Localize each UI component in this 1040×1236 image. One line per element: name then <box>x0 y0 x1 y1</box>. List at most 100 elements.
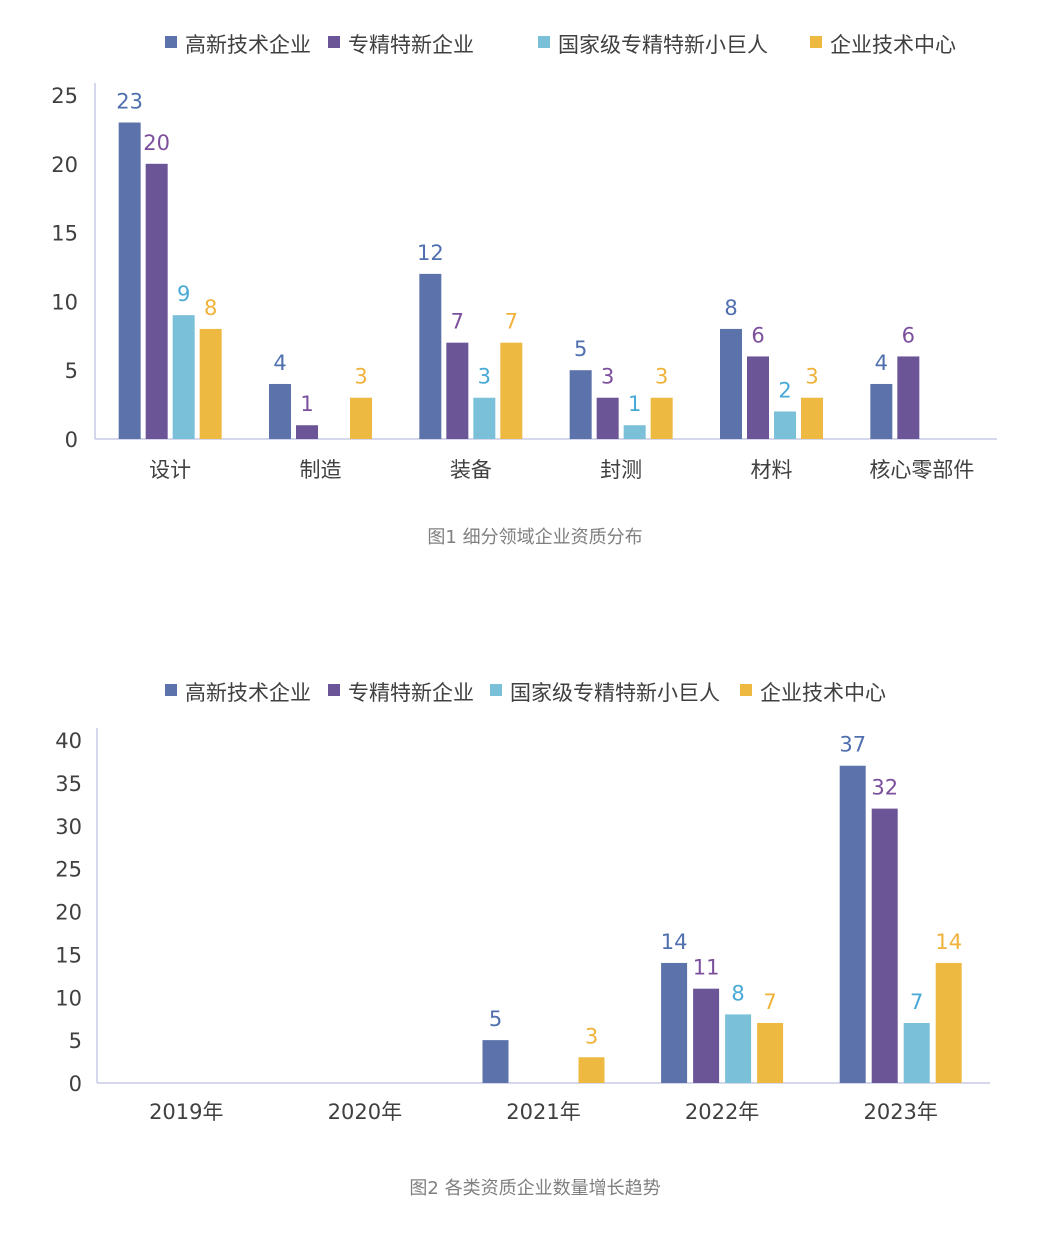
chart-2-y-tick-3: 15 <box>55 943 82 967</box>
chart-1-data-label-2-1: 4 <box>273 351 286 375</box>
chart-1-data-label-1-1: 23 <box>116 90 143 114</box>
chart-2-data-label-5-1: 37 <box>839 733 866 757</box>
chart-1-bar-4-3 <box>623 425 646 439</box>
chart-1-data-label-1-3: 9 <box>177 282 190 306</box>
chart-2-bar-3-4 <box>578 1057 605 1083</box>
chart-1-data-label-6-2: 6 <box>902 323 915 347</box>
chart-1-legend-label-1: 高新技术企业 <box>185 33 311 57</box>
chart-1-data-label-6-1: 4 <box>875 351 888 375</box>
chart-2-legend-swatch-3 <box>490 684 502 696</box>
chart-1-bar-2-1 <box>269 383 291 439</box>
chart-2-data-label-4-2: 11 <box>693 956 720 980</box>
chart-1-data-label-3-3: 3 <box>478 365 491 389</box>
chart-1-x-tick-5: 材料 <box>751 458 793 482</box>
chart-2-bar-3-1 <box>482 1040 509 1083</box>
chart-2-bar-4-4 <box>757 1022 784 1083</box>
chart-1-bar-1-4 <box>199 328 222 439</box>
chart-1-data-label-4-2: 3 <box>601 365 614 389</box>
chart-1-data-label-3-1: 12 <box>417 241 444 265</box>
chart-1-data-label-4-1: 5 <box>574 337 587 361</box>
chart-1-bar-1-2 <box>145 163 168 440</box>
chart-1-legend-swatch-2 <box>328 36 340 48</box>
chart-2-bar-5-4 <box>935 962 962 1083</box>
chart-2-x-tick-3: 2021年 <box>506 1100 580 1124</box>
chart-2-y-tick-7: 35 <box>55 772 82 796</box>
chart-2-data-label-4-3: 8 <box>731 981 744 1005</box>
chart-1-x-tick-6: 核心零部件 <box>869 458 974 482</box>
chart-1-data-label-2-4: 3 <box>354 365 367 389</box>
chart-1-y-tick-4: 20 <box>51 153 78 177</box>
chart-1-bar-3-1 <box>419 273 442 439</box>
chart-2-caption: 图2 各类资质企业数量增长趋势 <box>409 1178 660 1199</box>
chart-1-bar-4-1 <box>569 370 592 439</box>
chart-1-data-label-4-4: 3 <box>655 365 668 389</box>
chart-2-svg: 高新技术企业 专精特新企业 国家级专精特新小巨人 企业技术中心 0 5 10 15 20 25 30… <box>55 681 990 1199</box>
chart-1-y-tick-5: 25 <box>51 84 78 108</box>
chart-1-bar-3-4 <box>500 342 523 439</box>
chart-1-data-label-5-4: 3 <box>805 365 818 389</box>
chart-2-y-tick-8: 40 <box>55 729 82 753</box>
chart-2-y-tick-6: 30 <box>55 815 82 839</box>
chart-1-bar-5-3 <box>774 411 796 439</box>
chart-2-legend-swatch-2 <box>328 684 340 696</box>
chart-1-legend-swatch-3 <box>538 36 550 48</box>
chart-2-legend-label-2: 专精特新企业 <box>348 681 474 705</box>
chart-2-legend-swatch-4 <box>740 684 752 696</box>
chart-2-data-label-3-4: 3 <box>585 1024 598 1048</box>
chart-2-bar-4-3 <box>725 1014 752 1083</box>
chart-figure-2: 高新技术企业 专精特新企业 国家级专精特新小巨人 企业技术中心 0 5 10 15 20 25 30… <box>0 640 1040 1236</box>
chart-2-data-label-4-4: 7 <box>763 990 776 1014</box>
chart-2-x-tick-1: 2019年 <box>149 1100 223 1124</box>
chart-1-bar-5-1 <box>720 328 742 439</box>
chart-1-data-label-3-4: 7 <box>505 310 518 334</box>
chart-2-y-tick-5: 25 <box>55 858 82 882</box>
chart-2-legend-label-4: 企业技术中心 <box>760 681 886 705</box>
chart-1-data-label-3-2: 7 <box>451 310 464 334</box>
chart-2-legend-swatch-1 <box>165 684 177 696</box>
chart-1-data-label-2-2: 1 <box>300 392 313 416</box>
chart-1-bar-6-2 <box>897 356 920 439</box>
chart-1-bar-5-2 <box>747 356 769 439</box>
chart-2-bar-5-3 <box>903 1022 930 1083</box>
chart-1-y-tick-1: 5 <box>65 359 78 383</box>
chart-1-data-label-5-3: 2 <box>778 378 791 402</box>
chart-1-data-label-1-4: 8 <box>204 296 217 320</box>
chart-2-data-label-5-2: 32 <box>871 776 898 800</box>
chart-1-bar-4-4 <box>650 397 673 439</box>
chart-1-bar-3-2 <box>446 342 469 439</box>
chart-1-y-tick-2: 10 <box>51 290 78 314</box>
chart-2-x-tick-4: 2022年 <box>685 1100 759 1124</box>
chart-1-data-label-4-3: 1 <box>628 392 641 416</box>
chart-2-data-label-5-3: 7 <box>910 990 923 1014</box>
chart-1-bar-1-1 <box>118 122 141 440</box>
chart-2-y-tick-0: 0 <box>69 1072 82 1096</box>
chart-2-bar-5-1 <box>839 765 866 1083</box>
chart-2-y-tick-2: 10 <box>55 986 82 1010</box>
chart-1-bar-2-2 <box>296 425 318 439</box>
chart-2-data-label-3-1: 5 <box>489 1007 502 1031</box>
chart-1-legend-swatch-4 <box>810 36 822 48</box>
chart-2-x-tick-5: 2023年 <box>863 1100 937 1124</box>
chart-1-bar-3-3 <box>473 397 496 439</box>
chart-2-legend-label-3: 国家级专精特新小巨人 <box>510 681 720 705</box>
chart-1-x-tick-2: 制造 <box>300 458 342 482</box>
chart-1-legend-label-3: 国家级专精特新小巨人 <box>558 33 768 57</box>
chart-1-caption: 图1 细分领域企业资质分布 <box>427 527 642 548</box>
chart-1-bar-5-4 <box>801 397 823 439</box>
chart-1-legend-label-2: 专精特新企业 <box>348 33 474 57</box>
chart-1-y-tick-3: 15 <box>51 222 78 246</box>
chart-2-data-label-5-4: 14 <box>935 930 962 954</box>
chart-2-legend-label-1: 高新技术企业 <box>185 681 311 705</box>
chart-2-bar-4-1 <box>661 962 688 1083</box>
chart-1-bar-2-4 <box>350 397 372 439</box>
chart-1-data-label-5-2: 6 <box>751 323 764 347</box>
chart-2-data-label-4-1: 14 <box>661 930 688 954</box>
chart-1-data-label-5-1: 8 <box>724 296 737 320</box>
chart-2-bar-5-2 <box>871 808 898 1083</box>
chart-1-bar-6-1 <box>870 383 893 439</box>
chart-2-y-tick-1: 5 <box>69 1029 82 1053</box>
chart-1-bar-1-3 <box>172 315 195 439</box>
chart-1-x-tick-3: 装备 <box>450 458 492 482</box>
chart-1-legend-swatch-1 <box>165 36 177 48</box>
